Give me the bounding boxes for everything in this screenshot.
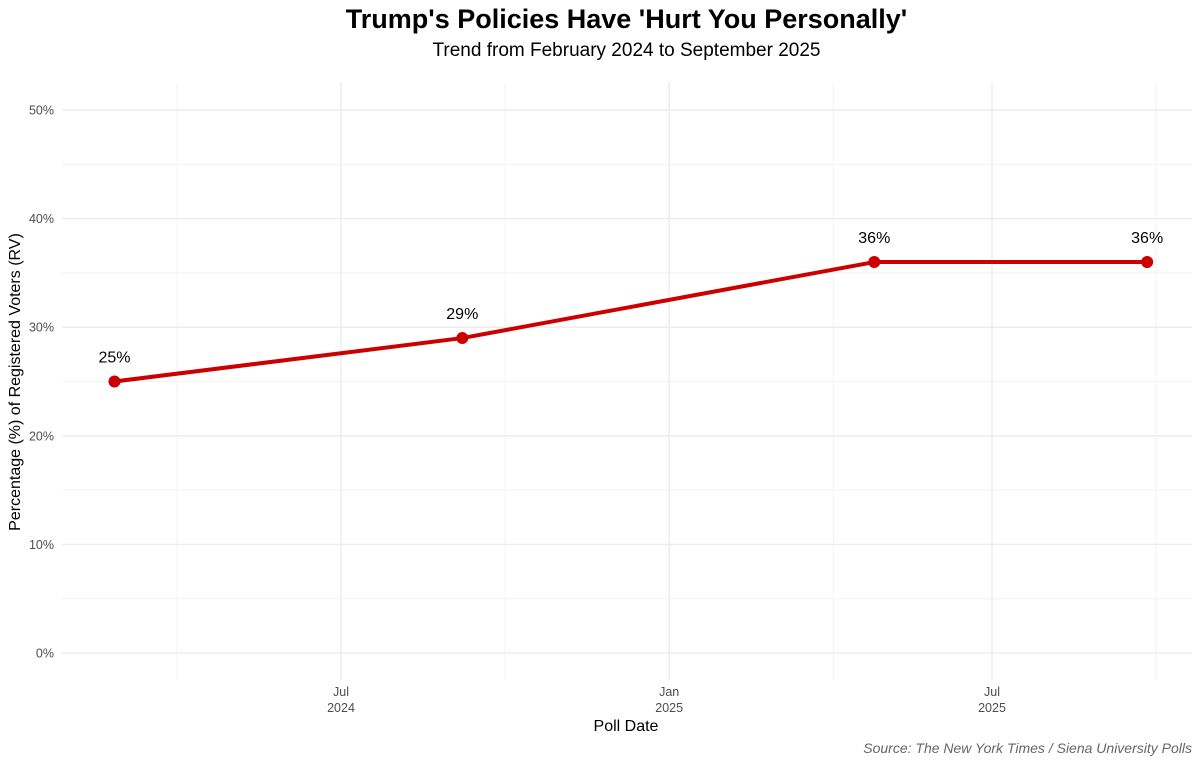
series-line (112, 260, 1150, 384)
x-tick-year: 2025 (655, 701, 683, 715)
x-tick-month: Jan (659, 685, 679, 699)
y-tick-label: 30% (29, 321, 54, 335)
data-point (868, 256, 881, 269)
data-point (1141, 256, 1154, 269)
chart-subtitle: Trend from February 2024 to September 20… (432, 40, 821, 61)
data-point (108, 375, 121, 388)
chart-title: Trump's Policies Have 'Hurt You Personal… (345, 4, 908, 34)
x-tick-month: Jul (333, 685, 349, 699)
y-tick-label: 20% (29, 429, 54, 443)
x-tick-year: 2025 (978, 701, 1006, 715)
y-tick-label: 40% (29, 212, 54, 226)
x-axis-title: Poll Date (594, 718, 659, 735)
major-gridlines (62, 82, 1192, 680)
data-label: 25% (98, 350, 130, 367)
y-tick-label: 10% (29, 538, 54, 552)
data-label: 36% (1131, 230, 1163, 247)
data-label: 36% (858, 230, 890, 247)
data-label: 29% (446, 306, 478, 323)
y-axis-title: Percentage (%) of Registered Voters (RV) (7, 233, 24, 531)
minor-gridlines (62, 82, 1192, 680)
data-point (456, 332, 469, 345)
y-tick-label: 50% (29, 104, 54, 118)
x-tick-year: 2024 (327, 701, 355, 715)
y-tick-label: 0% (36, 647, 54, 661)
x-tick-month: Jul (984, 685, 1000, 699)
y-axis-ticks: 0% 10% 20% 30% 40% 50% (29, 104, 54, 661)
x-axis-ticks: Jul 2024 Jan 2025 Jul 2025 (327, 685, 1006, 715)
source-caption: Source: The New York Times / Siena Unive… (863, 740, 1192, 756)
series-layer: 25% 29% 36% 36% (98, 230, 1163, 388)
